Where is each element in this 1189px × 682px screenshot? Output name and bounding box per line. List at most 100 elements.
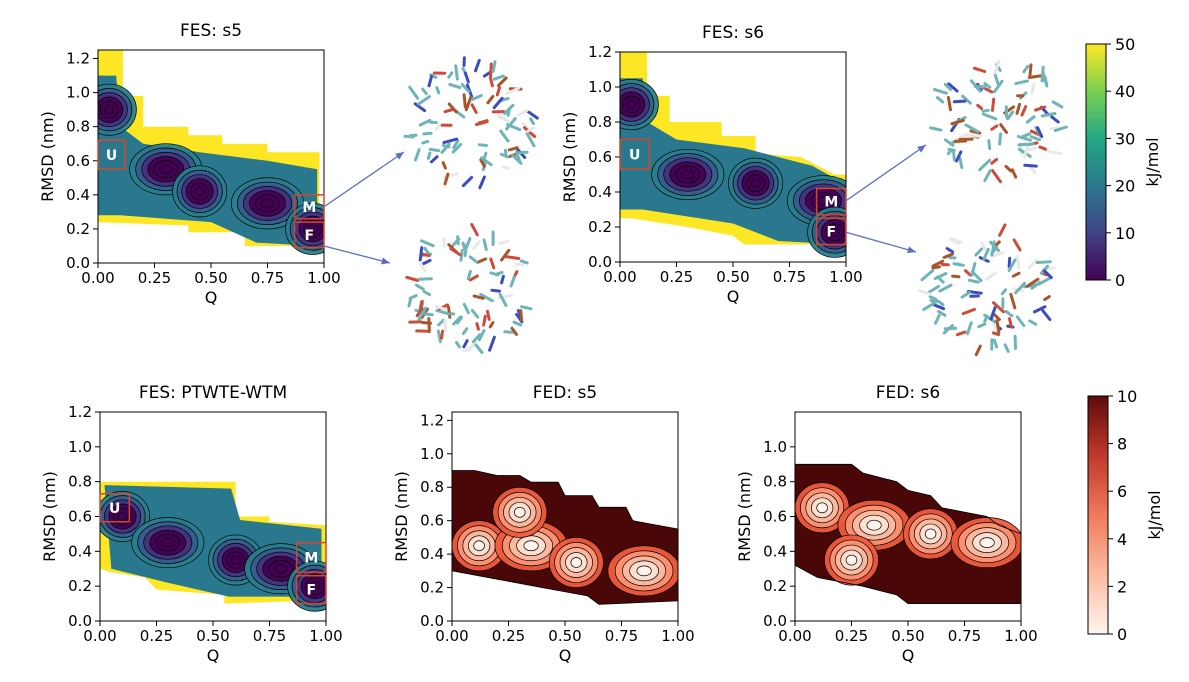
contour-level: [307, 224, 318, 234]
colorbar-tick-label: 40: [1115, 82, 1135, 101]
bond: [922, 301, 936, 311]
contour-level: [681, 169, 695, 180]
y-tick-label: 1.0: [763, 438, 787, 456]
bond: [981, 112, 998, 121]
bond: [932, 87, 948, 95]
folded-structure-s6: [918, 223, 1056, 357]
region-box-M: [295, 541, 327, 573]
bond: [456, 235, 460, 246]
contour-level: [845, 554, 858, 566]
contour-level: [194, 186, 205, 197]
bond: [1051, 100, 1064, 109]
bond: [947, 82, 959, 93]
bond: [1017, 142, 1035, 147]
heatmap-body: [795, 463, 1021, 604]
y-tick-label: 0.6: [588, 148, 612, 166]
region-label-F: F: [305, 228, 315, 244]
contour-level: [159, 164, 173, 174]
bond: [1040, 65, 1045, 83]
y-tick-label: 0.8: [66, 118, 90, 136]
bond: [995, 319, 1001, 334]
colorbar-gradient: [1087, 395, 1109, 635]
bond: [461, 175, 474, 188]
bond: [1046, 149, 1063, 156]
arrow-M-s5: [323, 151, 405, 208]
bond: [964, 269, 972, 277]
panel-fes_ptwte: 0.00 0.25 0.50 0.75 1.00 0.0 0.2 0.4 0.6 0.8 1.0 1.…: [40, 383, 343, 665]
y-tick-label: 0.0: [763, 612, 787, 630]
bond: [991, 331, 1000, 337]
bond: [1003, 343, 1010, 353]
bond: [486, 94, 495, 105]
region-label-U: U: [109, 501, 120, 517]
region-label-F: F: [827, 224, 837, 240]
bond: [490, 288, 501, 293]
bond: [454, 64, 459, 81]
bond: [1015, 102, 1022, 115]
heatmap-body: [620, 52, 846, 258]
colorbar-label: kJ/mol: [1143, 137, 1162, 186]
bond: [972, 66, 987, 73]
bond: [951, 274, 961, 279]
y-tick-label: 1.2: [68, 403, 92, 421]
x-tick-label: 0.75: [773, 268, 806, 286]
bond: [503, 103, 515, 115]
panel-title: FES: s6: [702, 23, 764, 43]
bond: [504, 255, 521, 260]
bond: [983, 82, 992, 89]
bond: [974, 247, 984, 257]
bond: [442, 237, 446, 248]
bond: [931, 259, 945, 268]
bond: [1015, 315, 1026, 327]
arrow-M-s6: [845, 144, 927, 202]
bond: [500, 248, 511, 262]
x-tick-label: 0.00: [83, 627, 116, 645]
region-box-F: [815, 217, 847, 246]
bond: [519, 309, 523, 322]
y-axis-label: RMSD (nm): [392, 471, 411, 562]
colorbar-tick-label: 4: [1117, 530, 1127, 549]
bond: [942, 324, 954, 335]
y-axis-label: RMSD (nm): [40, 471, 59, 562]
bond: [943, 138, 955, 147]
arrow-head: [395, 152, 404, 160]
bond: [1005, 111, 1014, 120]
x-tick-label: 0.00: [778, 627, 811, 645]
bond: [1025, 277, 1040, 288]
bond: [447, 71, 454, 79]
colorbar-tick-label: 20: [1115, 177, 1135, 196]
bond: [471, 94, 483, 101]
y-tick-label: 0.4: [588, 183, 612, 201]
bond: [489, 62, 493, 78]
heatmap-body: [100, 481, 326, 612]
bond: [499, 129, 510, 143]
panel-fed_s5: 0.00 0.25 0.50 0.75 1.00 0.0 0.2 0.4 0.6 0.8 1.0 1.…: [392, 383, 695, 665]
bond: [955, 330, 967, 337]
y-tick-label: 0.2: [420, 579, 444, 597]
arrow-head: [907, 246, 916, 254]
x-tick-label: 0.50: [196, 627, 229, 645]
panel-fed_s6: 0.00 0.25 0.50 0.75 1.00 0.0 0.2 0.4 0.6 0.8 1.0 FE…: [735, 383, 1038, 665]
bond: [1021, 132, 1032, 139]
bond: [422, 290, 432, 297]
region-box-F: [293, 221, 325, 249]
bond: [961, 307, 976, 316]
y-tick-label: 0.6: [68, 508, 92, 526]
bond: [492, 96, 504, 110]
bond: [1038, 145, 1047, 151]
contour-level: [817, 196, 830, 206]
bond: [993, 59, 1001, 75]
bond: [479, 292, 494, 303]
bond: [931, 265, 941, 270]
arrow-head: [381, 257, 390, 265]
region-label-M: M: [304, 550, 318, 566]
bond: [440, 142, 451, 154]
bond: [1022, 64, 1030, 74]
bond: [987, 139, 992, 150]
bond: [462, 302, 470, 315]
arrow-F-s6: [845, 231, 917, 254]
arrow-line: [845, 231, 917, 253]
bond: [421, 258, 432, 266]
bond: [1020, 105, 1028, 117]
